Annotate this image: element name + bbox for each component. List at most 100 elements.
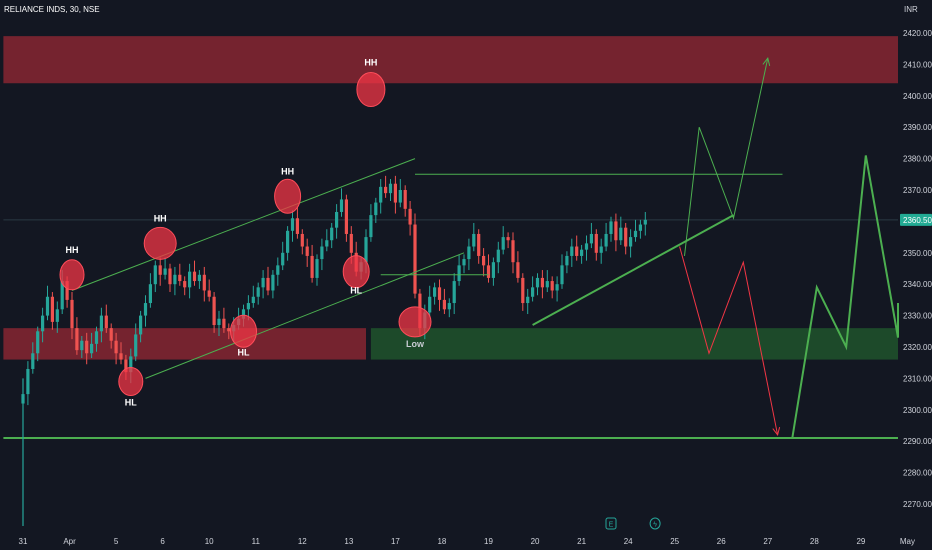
- y-tick-label: 2330.00: [903, 312, 932, 321]
- hh-2-label: HH: [154, 213, 167, 223]
- candle-body: [609, 221, 613, 234]
- candle-body: [124, 359, 128, 373]
- candle-body: [241, 309, 246, 319]
- candle-body: [344, 199, 348, 234]
- candle-body: [398, 190, 402, 203]
- y-tick-label: 2380.00: [903, 155, 932, 164]
- candle-body: [472, 233, 476, 247]
- candle-body: [212, 296, 216, 326]
- candle-body: [540, 277, 544, 288]
- candle-body: [369, 215, 373, 238]
- candle-body: [457, 265, 461, 282]
- candle-body: [60, 281, 64, 310]
- candle-body: [217, 318, 221, 326]
- candle-body: [477, 233, 481, 256]
- candle-body: [511, 240, 515, 263]
- channel-top: [71, 158, 416, 291]
- candle-body: [222, 318, 226, 329]
- candle-body: [320, 246, 324, 260]
- candle-body: [114, 340, 118, 354]
- y-tick-label: 2390.00: [903, 123, 932, 132]
- candle-body: [364, 237, 368, 263]
- candle-body: [163, 268, 167, 275]
- candle-body: [594, 233, 598, 253]
- hh-1-circle: [59, 259, 85, 291]
- candle-body: [143, 303, 148, 316]
- candle-body: [643, 219, 647, 225]
- y-tick-label: 2320.00: [903, 343, 932, 352]
- candle-body: [560, 265, 564, 285]
- candle-body: [70, 299, 74, 329]
- candle-body: [310, 255, 314, 278]
- candle-body: [75, 328, 79, 351]
- low-circle: [398, 306, 432, 338]
- candle-body: [589, 233, 593, 244]
- candle-body: [90, 343, 94, 354]
- x-tick-label: Apr: [63, 537, 76, 546]
- y-tick-label: 2310.00: [903, 374, 932, 383]
- dividend-icon-glyph: ϟ: [653, 522, 657, 529]
- candle-body: [104, 315, 108, 329]
- candle-body: [408, 208, 412, 225]
- hh-4-circle: [356, 72, 386, 108]
- candle-body: [99, 315, 103, 332]
- candle-body: [496, 249, 500, 263]
- candle-body: [188, 271, 192, 288]
- channel-bottom: [145, 252, 465, 379]
- x-tick-label: 29: [856, 537, 865, 546]
- y-tick-label: 2280.00: [903, 469, 932, 478]
- candle-body: [271, 274, 275, 291]
- chart-title: RELIANCE INDS, 30, NSE: [4, 5, 100, 14]
- horizontal-lines-layer: [3, 219, 898, 440]
- bear-path-arrowhead: [772, 427, 781, 437]
- candle-body: [521, 277, 525, 304]
- candles-layer: [21, 175, 647, 526]
- candle-body: [295, 218, 299, 234]
- hl-1-circle: [118, 367, 144, 397]
- candle-body: [315, 259, 319, 278]
- candle-body: [516, 262, 520, 278]
- candle-body: [384, 186, 388, 194]
- hl-2-circle: [230, 314, 257, 348]
- candle-body: [442, 299, 446, 310]
- hh-1-label: HH: [66, 245, 79, 255]
- candle-body: [251, 296, 255, 304]
- candle-body: [486, 265, 491, 278]
- candle-body: [173, 274, 177, 285]
- candle-body: [545, 281, 549, 288]
- candle-body: [437, 287, 442, 300]
- candle-body: [447, 303, 451, 310]
- candle-body: [65, 281, 69, 300]
- dividend-icon[interactable]: [649, 517, 661, 530]
- candle-body: [300, 233, 304, 247]
- y-tick-label: 2410.00: [903, 60, 932, 69]
- price-axis[interactable]: 2420.00 2410.00 2400.00 2390.00 2380.00 2370.…: [903, 29, 932, 509]
- candle-body: [36, 331, 40, 354]
- y-tick-label: 2420.00: [903, 29, 932, 38]
- time-axis[interactable]: 31 Apr 5 6 10 11 12 13 17 18 19 20 21 24 25 26 27 28 29 May: [19, 537, 915, 546]
- hh-2-circle: [143, 226, 177, 260]
- hl-1-label: HL: [125, 398, 137, 408]
- x-tick-label: 18: [437, 537, 446, 546]
- last-price-badge-bg: [900, 213, 932, 226]
- x-tick-label: 28: [810, 537, 819, 546]
- x-tick-label: 5: [114, 537, 119, 546]
- candle-body: [624, 227, 628, 247]
- candle-body: [31, 353, 35, 369]
- candle-body: [501, 237, 505, 250]
- support-zone-green: [370, 328, 898, 360]
- bull-path: [684, 58, 769, 256]
- candle-body: [119, 353, 123, 360]
- candle-body: [266, 277, 270, 291]
- bear-path: [679, 246, 779, 436]
- candle-body: [506, 237, 510, 241]
- y-tick-label: 2270.00: [903, 500, 932, 509]
- x-tick-label: 20: [531, 537, 540, 546]
- earnings-icon[interactable]: [605, 517, 617, 530]
- trend-lines-layer: [71, 56, 899, 439]
- last-price-badge: 2360.50: [900, 213, 932, 226]
- candle-body: [55, 309, 59, 322]
- candle-body: [305, 246, 309, 256]
